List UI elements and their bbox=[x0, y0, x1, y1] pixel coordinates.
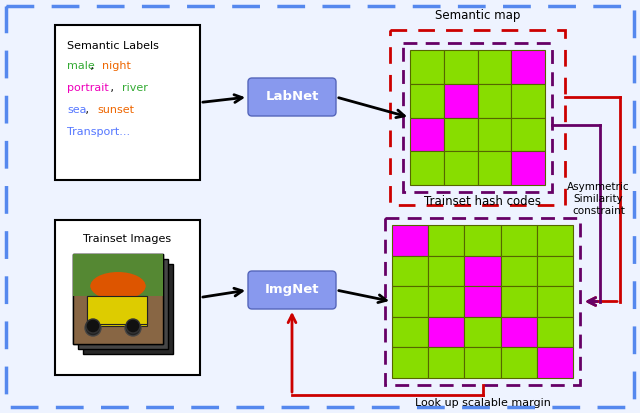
Bar bbox=[410, 151, 444, 185]
Bar bbox=[465, 256, 500, 286]
Text: ,: , bbox=[87, 61, 97, 71]
Bar bbox=[428, 225, 465, 256]
Bar bbox=[511, 50, 545, 84]
Bar bbox=[410, 118, 444, 151]
Text: Trainset Images: Trainset Images bbox=[83, 234, 172, 244]
Bar bbox=[87, 296, 147, 324]
Bar bbox=[511, 151, 545, 185]
Bar bbox=[392, 256, 428, 286]
Bar bbox=[444, 151, 477, 185]
Text: portrait: portrait bbox=[67, 83, 109, 93]
Text: Trainset hash codes: Trainset hash codes bbox=[424, 195, 541, 208]
Circle shape bbox=[85, 320, 101, 336]
Text: male: male bbox=[67, 61, 95, 71]
Text: sunset: sunset bbox=[97, 105, 134, 115]
Bar bbox=[390, 30, 565, 205]
Bar bbox=[385, 218, 580, 385]
Bar bbox=[55, 220, 200, 375]
Bar bbox=[500, 317, 537, 347]
Bar bbox=[511, 118, 545, 151]
Bar bbox=[392, 225, 428, 256]
Text: river: river bbox=[122, 83, 148, 93]
Text: Transport...: Transport... bbox=[67, 127, 130, 137]
Circle shape bbox=[126, 319, 140, 333]
Bar bbox=[511, 84, 545, 118]
Bar bbox=[500, 347, 537, 378]
Bar bbox=[500, 256, 537, 286]
FancyBboxPatch shape bbox=[248, 78, 336, 116]
Text: Semantic Labels: Semantic Labels bbox=[67, 41, 159, 51]
Bar bbox=[73, 254, 163, 344]
Bar bbox=[465, 317, 500, 347]
Bar bbox=[477, 151, 511, 185]
Bar bbox=[55, 25, 200, 180]
Bar bbox=[465, 225, 500, 256]
Bar bbox=[392, 286, 428, 317]
Bar bbox=[477, 118, 511, 151]
Bar bbox=[537, 286, 573, 317]
Bar bbox=[500, 286, 537, 317]
Bar bbox=[428, 286, 465, 317]
Text: Semantic map: Semantic map bbox=[435, 9, 520, 22]
Bar bbox=[392, 317, 428, 347]
Text: sea: sea bbox=[67, 105, 86, 115]
Ellipse shape bbox=[90, 273, 145, 299]
Bar bbox=[83, 264, 173, 354]
Bar bbox=[410, 50, 444, 84]
Bar bbox=[428, 256, 465, 286]
Bar bbox=[444, 118, 477, 151]
Bar bbox=[537, 347, 573, 378]
Text: ,: , bbox=[107, 83, 118, 93]
Text: ,: , bbox=[82, 105, 93, 115]
Ellipse shape bbox=[90, 272, 145, 300]
Bar bbox=[428, 317, 465, 347]
Bar bbox=[465, 347, 500, 378]
Bar bbox=[477, 84, 511, 118]
Bar bbox=[477, 50, 511, 84]
Bar bbox=[428, 347, 465, 378]
Bar bbox=[403, 43, 552, 192]
Bar bbox=[73, 254, 163, 296]
Text: Asymmetric
Similarity
constraint: Asymmetric Similarity constraint bbox=[568, 183, 630, 216]
FancyBboxPatch shape bbox=[248, 271, 336, 309]
Bar bbox=[465, 286, 500, 317]
Bar bbox=[73, 254, 163, 344]
Text: Look up scalable margin: Look up scalable margin bbox=[415, 398, 550, 408]
Bar bbox=[78, 259, 168, 349]
Text: night: night bbox=[102, 61, 131, 71]
Bar bbox=[537, 225, 573, 256]
Bar bbox=[500, 225, 537, 256]
Bar bbox=[537, 256, 573, 286]
Bar bbox=[444, 50, 477, 84]
Circle shape bbox=[125, 320, 141, 336]
Text: ImgNet: ImgNet bbox=[265, 283, 319, 297]
Bar bbox=[392, 347, 428, 378]
Circle shape bbox=[86, 319, 100, 333]
Bar bbox=[87, 296, 147, 326]
Bar bbox=[410, 84, 444, 118]
Text: LabNet: LabNet bbox=[266, 90, 319, 104]
Bar bbox=[444, 84, 477, 118]
Bar bbox=[537, 317, 573, 347]
